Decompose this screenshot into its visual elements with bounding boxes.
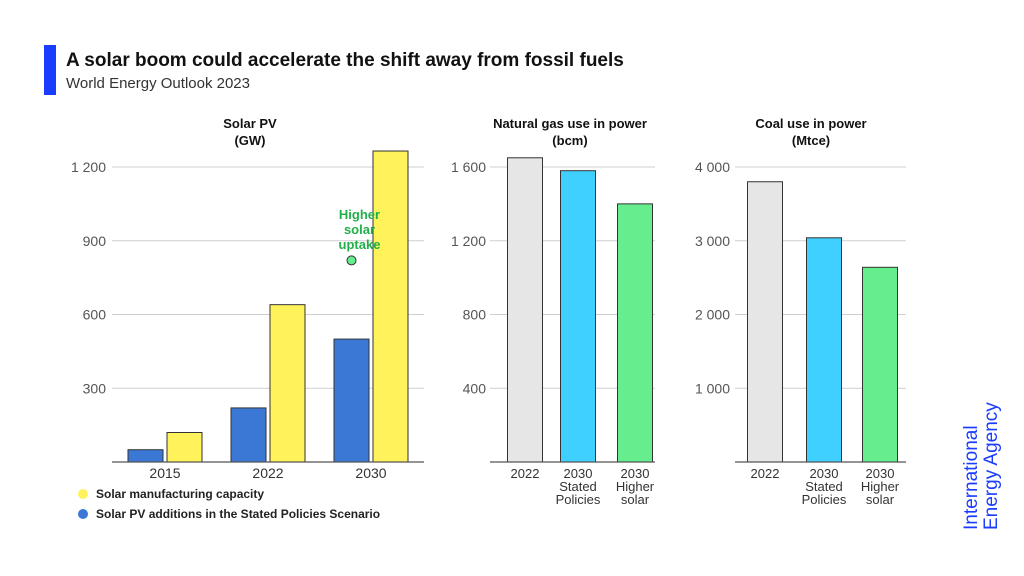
bar-2-2 [862,266,898,463]
legend-swatch-additions [78,509,88,519]
bar-additions-2022 [230,407,267,463]
y-tick-label: 900 [83,233,107,249]
title-accent-bar [44,45,56,95]
y-tick-label: 400 [463,380,487,396]
x-tick-label: 2030 Stated Policies [556,466,601,507]
x-tick-label: 2030 Stated Policies [802,466,847,507]
y-tick-label: 2 000 [695,307,730,323]
bar-1-0 [507,157,543,463]
logo-line-2: Energy Agency [981,402,1002,530]
panel-title-2: Coal use in power (Mtce) [755,116,866,148]
y-tick-label: 4 000 [695,159,730,175]
legend-label-manufacturing: Solar manufacturing capacity [96,487,265,501]
x-tick-label: 2030 Higher solar [616,466,655,507]
bar-manufacturing-2030 [372,150,409,463]
bar-2-1 [806,237,842,463]
y-tick-label: 1 600 [451,159,486,175]
panel-title-0: Solar PV (GW) [223,116,277,148]
y-tick-label: 600 [83,307,107,323]
x-tick-label: 2030 [355,465,386,481]
y-tick-label: 1 200 [71,159,106,175]
annotation-marker [346,255,357,266]
chart-subtitle: World Energy Outlook 2023 [66,75,250,92]
panel-title-1: Natural gas use in power (bcm) [493,116,647,148]
bar-2-0 [747,181,783,463]
bar-manufacturing-2015 [166,432,203,463]
x-tick-label: 2022 [511,466,540,481]
y-tick-label: 800 [463,307,487,323]
legend-item-additions: Solar PV additions in the Stated Policie… [78,507,380,521]
y-tick-label: 3 000 [695,233,730,249]
bar-1-1 [560,170,596,463]
x-tick-label: 2022 [252,465,283,481]
chart-title: A solar boom could accelerate the shift … [66,50,624,71]
legend-swatch-manufacturing [78,489,88,499]
logo-line-1: International [961,425,982,530]
x-tick-label: 2022 [751,466,780,481]
bar-1-2 [617,203,653,463]
y-tick-label: 300 [83,380,107,396]
bar-manufacturing-2022 [269,304,306,463]
legend-label-additions: Solar PV additions in the Stated Policie… [96,507,381,521]
x-tick-label: 2030 Higher solar [861,466,900,507]
bar-additions-2015 [127,449,164,463]
bar-additions-2030 [333,338,370,463]
y-tick-label: 1 200 [451,233,486,249]
y-tick-label: 1 000 [695,380,730,396]
iea-logo: International Energy Agency [961,380,1002,530]
annotation-label: Higher solar uptake [339,207,381,252]
legend-item-manufacturing: Solar manufacturing capacity [78,487,264,501]
x-tick-label: 2015 [149,465,180,481]
